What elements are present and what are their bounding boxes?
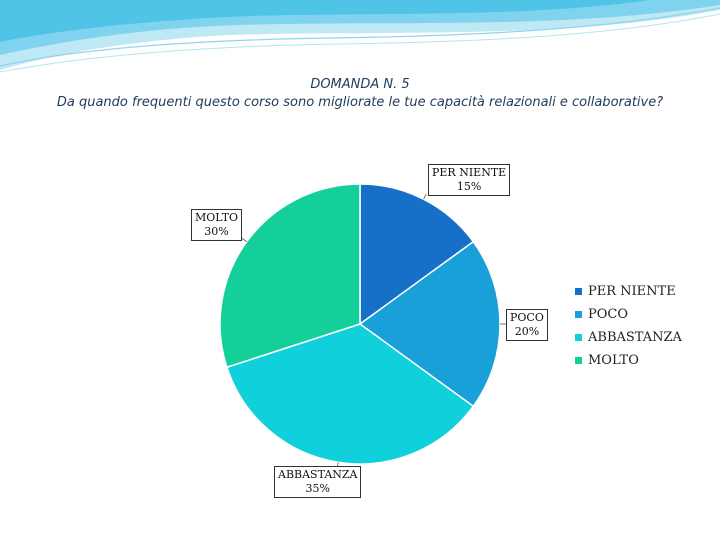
data-label-name: ABBASTANZA: [278, 468, 358, 481]
chart-subtitle: Da quando frequenti questo corso sono mi…: [56, 95, 664, 110]
legend-swatch: [575, 357, 582, 364]
legend-label: ABBASTANZA: [588, 330, 682, 345]
pie-slice-poco: [358, 240, 501, 408]
legend-swatch: [575, 311, 582, 318]
legend-label: PER NIENTE: [588, 284, 676, 299]
leader-line-per-niente: [423, 193, 427, 200]
data-label-abbastanza: ABBASTANZA 35%: [274, 466, 362, 498]
legend-label: MOLTO: [588, 353, 639, 368]
pie-slice-per-niente: [359, 183, 475, 326]
chart-title: DOMANDA N. 5: [310, 77, 410, 92]
leader-line-molto: [241, 237, 248, 243]
data-label-value: 15%: [456, 180, 482, 193]
pie-slice-abbastanza: [225, 323, 475, 465]
data-label-name: POCO: [510, 311, 544, 324]
chart-legend: PER NIENTE POCO ABBASTANZA MOLTO: [575, 280, 682, 372]
data-label-value: 20%: [514, 325, 540, 338]
legend-swatch: [575, 288, 582, 295]
legend-item-molto: MOLTO: [575, 349, 682, 372]
data-label-poco: POCO 20%: [506, 309, 548, 341]
data-label-per-niente: PER NIENTE 15%: [428, 164, 511, 196]
pie-slice-molto: [219, 183, 361, 369]
legend-swatch: [575, 334, 582, 341]
data-label-name: MOLTO: [195, 211, 239, 224]
data-label-value: 35%: [305, 482, 330, 495]
data-label-value: 30%: [204, 225, 229, 238]
legend-item-per-niente: PER NIENTE: [575, 280, 682, 303]
header-wave-decoration: [0, 0, 720, 73]
legend-label: POCO: [588, 307, 629, 322]
data-label-name: PER NIENTE: [432, 166, 507, 179]
data-label-molto: MOLTO 30%: [191, 209, 243, 241]
legend-item-poco: POCO: [575, 303, 682, 326]
legend-item-abbastanza: ABBASTANZA: [575, 326, 682, 349]
chart-title-block: DOMANDA N. 5 Da quando frequenti questo …: [0, 76, 720, 112]
